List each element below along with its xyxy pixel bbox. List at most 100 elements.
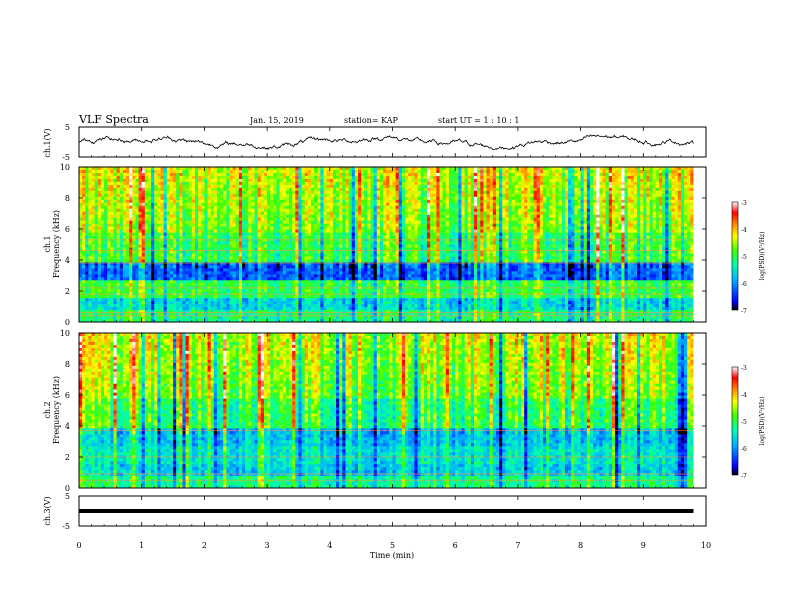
spec1-cell: [179, 268, 183, 272]
spec1-cell: [260, 253, 265, 257]
spec1-cell: [107, 202, 111, 207]
spec1-cell: [126, 301, 130, 305]
spec1-cell: [94, 304, 99, 308]
spec1-cell: [79, 268, 83, 272]
spec1-cell: [267, 187, 271, 192]
spec1-cell: [179, 187, 183, 192]
spec1-cell: [122, 199, 127, 204]
spec1-cell: [245, 256, 249, 260]
spec1-cell: [295, 244, 299, 248]
spec1-cell: [295, 181, 299, 186]
spec1-cell: [339, 280, 343, 284]
spec1-cell: [263, 310, 268, 314]
spec1-cell: [289, 319, 293, 323]
spec1-cell: [310, 208, 315, 213]
spec1-cell: [94, 235, 99, 239]
spec1-cell: [361, 196, 365, 201]
spec1-cell: [82, 175, 86, 180]
spec1-cell: [100, 265, 105, 269]
spec1-cell: [370, 178, 375, 183]
spec1-cell: [232, 319, 237, 323]
spec1-cell: [91, 196, 96, 201]
spec1-cell: [226, 211, 230, 216]
spec1-cell: [122, 283, 127, 287]
spec1-cell: [191, 226, 196, 230]
spec1-cell: [367, 232, 371, 236]
spec1-cell: [289, 265, 293, 269]
spec1-cell: [229, 253, 234, 257]
spec1-cell: [179, 301, 183, 305]
spec1-cell: [285, 313, 290, 317]
spec1-cell: [332, 244, 337, 248]
spec1-cell: [88, 175, 92, 180]
spec1-cell: [245, 310, 249, 314]
spec1-cell: [82, 181, 86, 186]
spec1-cell: [110, 316, 114, 320]
spec1-cell: [364, 316, 368, 320]
spec1-cell: [370, 301, 375, 305]
spec1-cell: [339, 184, 343, 189]
spec1-cell: [129, 205, 133, 210]
spec1-cell: [210, 211, 215, 216]
spec1-cell: [163, 256, 168, 260]
spec1-cell: [263, 271, 268, 275]
spec1-cell: [169, 262, 174, 266]
spec1-cell: [91, 205, 96, 210]
spec1-cell: [163, 304, 168, 308]
spec1-cell: [317, 298, 321, 302]
spec1-cell: [323, 229, 328, 233]
spec1-cell: [110, 211, 114, 216]
spec1-cell: [104, 247, 108, 251]
spec1-cell: [276, 241, 281, 245]
spec1-cell: [354, 193, 359, 198]
spec1-cell: [329, 295, 334, 299]
spec1-cell: [251, 283, 255, 287]
spec1-cell: [267, 253, 271, 257]
spec1-cell: [339, 187, 343, 192]
spec1-cell: [354, 169, 359, 174]
spec1-cell: [129, 280, 133, 284]
spec1-cell: [122, 181, 127, 186]
spec1-cell: [220, 184, 224, 189]
spec1-cell: [279, 280, 284, 284]
spec1-cell: [160, 172, 165, 177]
spec1-cell: [79, 181, 83, 186]
spec1-cell: [135, 211, 139, 216]
spec1-cell: [289, 283, 293, 287]
spec1-cell: [370, 184, 375, 189]
spec1-cell: [307, 250, 312, 254]
spec1-cell: [126, 223, 130, 228]
spec1-cell: [351, 217, 356, 222]
spec1-cell: [173, 178, 177, 183]
spec1-cell: [195, 241, 199, 245]
spec1-cell: [138, 214, 143, 219]
spec1-cell: [342, 199, 346, 204]
spec1-cell: [292, 181, 296, 186]
spec1-cell: [119, 310, 124, 314]
spec1-cell: [263, 175, 268, 180]
spec1-cell: [79, 310, 83, 314]
spec1-cell: [326, 265, 331, 269]
spec1-cell: [201, 175, 205, 180]
spec1-cell: [367, 196, 371, 201]
spec1-cell: [188, 307, 193, 311]
spec1-cell: [126, 190, 130, 195]
spec1-cell: [373, 268, 378, 272]
spec1-cell: [195, 289, 199, 293]
spec1-cell: [367, 256, 371, 260]
spec1-cell: [185, 313, 190, 317]
spec1-cell: [223, 211, 227, 216]
spec1-cell: [292, 235, 296, 239]
spec1-cell: [289, 268, 293, 272]
spec1-cell: [135, 253, 139, 257]
spec1-cell: [160, 229, 165, 233]
spec1-cell: [229, 232, 234, 236]
spec1-cell: [245, 313, 249, 317]
spec1-cell: [122, 232, 127, 236]
spec1-cell: [232, 247, 237, 251]
spec1-cell: [104, 304, 108, 308]
spec1-cell: [251, 247, 255, 251]
spec1-cell: [100, 199, 105, 204]
spec1-cell: [94, 307, 99, 311]
